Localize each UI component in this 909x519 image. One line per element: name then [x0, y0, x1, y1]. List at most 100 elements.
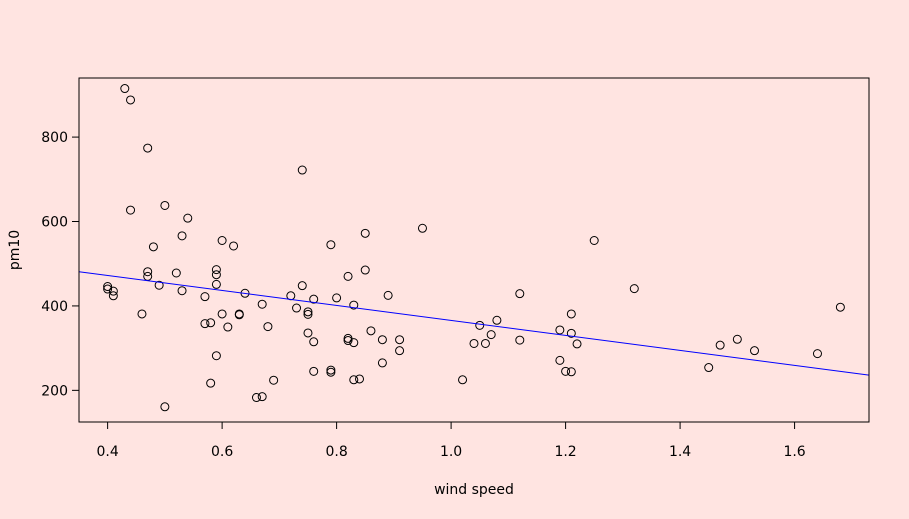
points-layer: [103, 84, 845, 412]
data-point: [303, 328, 313, 338]
data-point: [349, 300, 359, 310]
data-point: [395, 335, 405, 345]
x-tick-label: 1.2: [554, 444, 576, 460]
data-point: [297, 165, 307, 175]
data-point: [297, 281, 307, 291]
data-point: [206, 378, 216, 388]
x-axis: 0.4 0.6 0.8 1.0 1.2 1.4 1.6: [96, 421, 806, 460]
data-point: [309, 366, 319, 376]
data-point: [475, 320, 485, 330]
data-point: [103, 284, 113, 294]
data-point: [137, 309, 147, 319]
data-point: [469, 338, 479, 348]
x-tick-label: 1.6: [783, 444, 805, 460]
data-point: [108, 291, 118, 301]
x-tick-label: 0.6: [211, 444, 233, 460]
data-point: [126, 95, 136, 105]
data-point: [566, 367, 576, 377]
data-point: [555, 325, 565, 335]
data-point: [377, 358, 387, 368]
data-point: [103, 282, 113, 292]
data-point: [566, 309, 576, 319]
data-point: [835, 302, 845, 312]
data-point: [234, 310, 244, 320]
data-point: [160, 200, 170, 210]
data-point: [377, 335, 387, 345]
x-axis-title: wind speed: [434, 482, 514, 498]
data-point: [251, 393, 261, 403]
data-point: [566, 328, 576, 338]
data-point: [515, 335, 525, 345]
data-point: [211, 279, 221, 289]
data-point: [750, 346, 760, 356]
data-point: [326, 367, 336, 377]
data-point: [108, 286, 118, 296]
data-point: [143, 267, 153, 277]
data-point: [160, 402, 170, 412]
data-point: [211, 265, 221, 275]
y-tick-label: 600: [41, 215, 68, 231]
data-point: [343, 333, 353, 343]
regression-line: [78, 271, 870, 376]
data-point: [515, 289, 525, 299]
y-tick-label: 200: [41, 383, 68, 399]
data-point: [561, 366, 571, 376]
data-point: [366, 326, 376, 336]
data-point: [257, 299, 267, 309]
data-point: [309, 337, 319, 347]
data-point: [492, 315, 502, 325]
data-point: [349, 338, 359, 348]
x-tick-label: 1.0: [440, 444, 462, 460]
data-point: [171, 268, 181, 278]
data-point: [395, 346, 405, 356]
data-point: [383, 290, 393, 300]
x-tick-label: 0.8: [325, 444, 347, 460]
y-axis: 200 400 600 800: [41, 130, 80, 399]
y-tick-label: 800: [41, 130, 68, 146]
data-point: [332, 293, 342, 303]
x-tick-label: 1.4: [669, 444, 691, 460]
data-point: [704, 363, 714, 373]
data-point: [343, 336, 353, 346]
data-point: [572, 339, 582, 349]
data-point: [126, 205, 136, 215]
data-point: [326, 365, 336, 375]
data-point: [360, 228, 370, 238]
data-point: [360, 265, 370, 275]
data-point: [715, 340, 725, 350]
data-point: [292, 303, 302, 313]
data-point: [211, 351, 221, 361]
data-point: [458, 375, 468, 385]
data-point: [200, 319, 210, 329]
data-point: [206, 318, 216, 328]
data-point: [148, 242, 158, 252]
y-axis-title: pm10: [7, 230, 23, 270]
data-point: [417, 223, 427, 233]
data-point: [257, 392, 267, 402]
data-point: [589, 236, 599, 246]
data-point: [217, 236, 227, 246]
data-point: [480, 338, 490, 348]
data-point: [229, 241, 239, 251]
data-point: [349, 375, 359, 385]
data-point: [309, 294, 319, 304]
data-point: [303, 309, 313, 319]
data-point: [812, 349, 822, 359]
data-point: [143, 143, 153, 153]
data-point: [263, 322, 273, 332]
data-point: [217, 309, 227, 319]
data-point: [629, 284, 639, 294]
data-point: [732, 334, 742, 344]
data-point: [326, 240, 336, 250]
data-point: [223, 322, 233, 332]
data-point: [303, 307, 313, 317]
y-tick-label: 400: [41, 299, 68, 315]
data-point: [211, 270, 221, 280]
data-point: [177, 231, 187, 241]
data-point: [343, 271, 353, 281]
data-point: [555, 355, 565, 365]
data-point: [120, 84, 130, 94]
data-point: [154, 280, 164, 290]
